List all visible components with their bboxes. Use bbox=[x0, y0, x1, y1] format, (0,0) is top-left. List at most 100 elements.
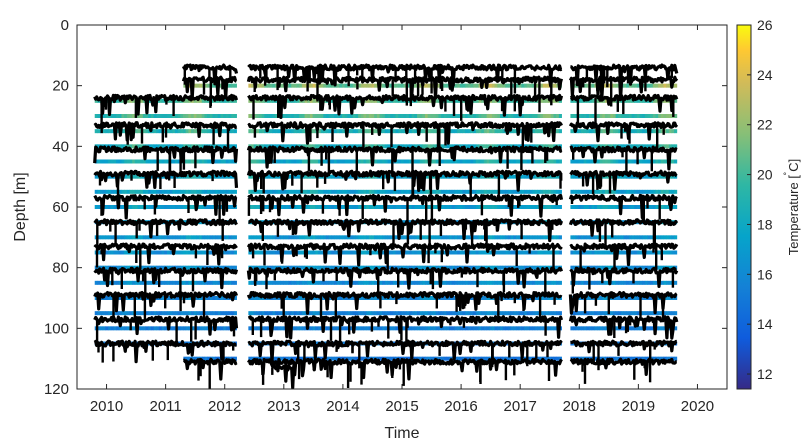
temperature-segment bbox=[636, 98, 640, 103]
temperature-segment bbox=[433, 205, 437, 209]
temperature-segment bbox=[618, 114, 622, 118]
temperature-segment bbox=[94, 296, 98, 300]
temperature-segment bbox=[105, 311, 109, 316]
temperature-segment bbox=[642, 189, 646, 194]
temperature-segment bbox=[164, 311, 168, 316]
colorbar-tick-label: 24 bbox=[757, 67, 773, 83]
temperature-segment bbox=[644, 114, 648, 118]
temperature-segment bbox=[277, 250, 281, 255]
temperature-segment bbox=[545, 189, 549, 194]
temperature-segment bbox=[427, 98, 431, 103]
temperature-segment bbox=[108, 189, 112, 194]
temperature-segment bbox=[674, 235, 678, 240]
temperature-segment bbox=[185, 174, 189, 179]
temperature-segment bbox=[550, 189, 554, 194]
temperature-segment bbox=[97, 129, 101, 134]
temperature-segment bbox=[597, 189, 601, 194]
temperature-segment bbox=[545, 280, 549, 285]
temperature-segment bbox=[655, 356, 659, 361]
temperature-segment bbox=[443, 235, 447, 240]
temperature-segment bbox=[183, 250, 187, 255]
temperature-segment bbox=[513, 250, 517, 255]
temperature-segment bbox=[193, 280, 197, 285]
temperature-segment bbox=[233, 296, 237, 300]
temperature-segment bbox=[320, 235, 324, 240]
temperature-segment bbox=[137, 159, 141, 164]
temperature-segment bbox=[161, 205, 165, 209]
temperature-segment bbox=[363, 189, 367, 194]
temperature-segment bbox=[422, 159, 426, 164]
temperature-segment bbox=[142, 265, 146, 270]
temperature-segment bbox=[175, 144, 179, 149]
temperature-segment bbox=[371, 98, 375, 103]
temperature-segment bbox=[497, 235, 501, 240]
temperature-segment bbox=[537, 250, 541, 255]
temperature-segment bbox=[175, 205, 179, 209]
temperature-segment bbox=[259, 129, 263, 134]
temperature-segment bbox=[350, 296, 354, 300]
temperature-segment bbox=[267, 114, 271, 118]
temperature-segment bbox=[384, 326, 388, 331]
temperature-segment bbox=[607, 235, 611, 240]
temperature-segment bbox=[312, 296, 316, 300]
temperature-segment bbox=[371, 174, 375, 179]
temperature-segment bbox=[387, 311, 391, 316]
temperature-segment bbox=[304, 159, 308, 164]
temperature-segment bbox=[231, 235, 235, 240]
temperature-segment bbox=[116, 326, 120, 331]
temperature-segment bbox=[288, 114, 292, 118]
temperature-segment bbox=[636, 235, 640, 240]
temperature-segment bbox=[508, 174, 512, 179]
temperature-segment bbox=[228, 174, 232, 179]
temperature-segment bbox=[671, 250, 675, 255]
temperature-segment bbox=[602, 265, 606, 270]
temperature-segment bbox=[169, 205, 173, 209]
temperature-segment bbox=[325, 114, 330, 118]
temperature-segment bbox=[269, 83, 273, 88]
temperature-segment bbox=[395, 235, 399, 240]
temperature-segment bbox=[540, 159, 544, 164]
temperature-segment bbox=[475, 311, 479, 316]
temperature-segment bbox=[465, 144, 469, 149]
temperature-segment bbox=[334, 144, 338, 149]
temperature-segment bbox=[307, 144, 311, 149]
temperature-segment bbox=[180, 265, 184, 270]
temperature-segment bbox=[256, 129, 260, 134]
temperature-segment bbox=[642, 265, 646, 270]
temperature-segment bbox=[207, 356, 211, 361]
temperature-segment bbox=[323, 205, 327, 209]
temperature-segment bbox=[636, 280, 640, 285]
temperature-segment bbox=[414, 356, 418, 361]
temperature-segment bbox=[304, 98, 308, 103]
temperature-segment bbox=[403, 326, 407, 331]
temperature-segment bbox=[358, 265, 362, 270]
temperature-segment bbox=[529, 189, 533, 194]
temperature-segment bbox=[188, 250, 192, 255]
temperature-segment bbox=[275, 311, 279, 316]
temperature-segment bbox=[537, 265, 541, 270]
temperature-segment bbox=[132, 205, 136, 209]
temperature-segment bbox=[602, 98, 606, 103]
temperature-segment bbox=[204, 114, 208, 118]
temperature-segment bbox=[674, 114, 678, 118]
temperature-segment bbox=[132, 235, 136, 240]
temperature-segment bbox=[534, 280, 538, 285]
temperature-segment bbox=[647, 144, 651, 149]
temperature-segment bbox=[408, 159, 413, 164]
temperature-segment bbox=[166, 296, 171, 300]
temperature-segment bbox=[491, 129, 496, 134]
temperature-segment bbox=[483, 114, 487, 118]
temperature-segment bbox=[540, 280, 544, 285]
temperature-segment bbox=[534, 159, 538, 164]
temperature-segment bbox=[228, 83, 232, 88]
temperature-segment bbox=[553, 250, 557, 255]
temperature-segment bbox=[156, 129, 160, 134]
temperature-segment bbox=[411, 326, 415, 331]
temperature-segment bbox=[363, 144, 367, 149]
temperature-segment bbox=[261, 311, 265, 316]
temperature-segment bbox=[583, 326, 587, 331]
x-tick-label: 2020 bbox=[681, 398, 714, 415]
temperature-segment bbox=[108, 250, 112, 255]
temperature-segment bbox=[175, 98, 179, 103]
temperature-segment bbox=[301, 265, 305, 270]
